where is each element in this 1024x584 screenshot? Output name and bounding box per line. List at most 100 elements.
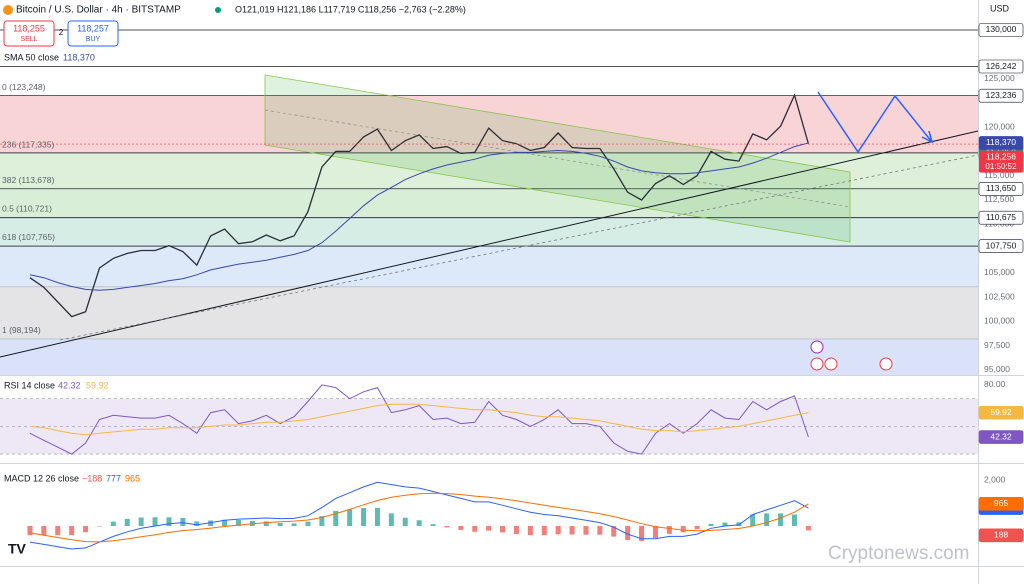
histogram-bar	[652, 526, 658, 538]
spread: 2	[59, 28, 64, 37]
series-line	[29, 403, 809, 436]
histogram-bar	[388, 513, 394, 527]
currency: USD	[990, 3, 1010, 13]
histogram-bar	[458, 526, 464, 530]
histogram-bar	[486, 526, 492, 531]
histogram-bar	[500, 526, 506, 533]
histogram-bar	[333, 510, 339, 527]
background: 0 (123,248)236 (117,335)382 (113,678)0.5…	[0, 29, 978, 455]
rsi-ma-legend-value: 59.92	[86, 380, 109, 390]
current-price-label: 118,256	[986, 151, 1016, 161]
symbol-icon	[3, 5, 13, 15]
sma-legend-value: 118,370	[63, 52, 95, 62]
histogram-bar	[513, 526, 519, 535]
histogram-bar	[319, 516, 325, 527]
y-tick-label: 105,000	[984, 267, 1015, 277]
histogram-bar	[180, 517, 186, 527]
histogram-bar	[152, 517, 158, 527]
histogram-bar	[83, 526, 89, 533]
y-tick-label: 97,500	[984, 340, 1010, 350]
histogram-bar	[778, 513, 784, 527]
event-icon[interactable]	[810, 340, 824, 354]
fib-zone	[0, 217, 978, 246]
price-line-box	[978, 88, 1024, 103]
projection-path	[817, 91, 933, 154]
projection-arrow	[921, 130, 934, 144]
series-line	[29, 481, 809, 550]
last-value-label: 42.32	[990, 431, 1012, 441]
histogram-bar	[764, 513, 770, 527]
fib-zone	[0, 286, 978, 339]
histogram-bar	[430, 524, 436, 527]
histogram-bar	[472, 526, 478, 532]
market-status	[215, 7, 221, 13]
price-line-box	[978, 182, 1024, 196]
buy-button[interactable]	[67, 20, 119, 47]
drawings	[0, 74, 979, 371]
trendline-dashed	[59, 154, 979, 341]
histogram-bar	[736, 522, 742, 527]
sell-button[interactable]	[3, 20, 55, 47]
y-tick-label: 115,000	[984, 170, 1014, 180]
histogram-bar	[597, 526, 603, 535]
histogram-bar	[680, 526, 686, 533]
countdown: 01:50:52	[985, 162, 1017, 171]
last-value-box	[978, 136, 1024, 150]
histogram-bar	[222, 519, 228, 527]
axes: 125,000120,000115,000112,500110,000105,0…	[978, 23, 1024, 543]
y-tick-label: 80.00	[984, 379, 1006, 389]
fib-label: 618 (107,765)	[2, 232, 55, 242]
histogram-bar	[124, 518, 130, 527]
histogram-bar	[708, 523, 714, 527]
last-value-box	[978, 430, 1024, 444]
histogram-bar	[277, 522, 283, 527]
histogram-bar	[444, 526, 450, 528]
last-value-label: 965	[994, 498, 1008, 508]
histogram-bar	[110, 521, 116, 527]
histogram-bar	[166, 517, 172, 527]
fib-label: 1 (98,194)	[2, 325, 41, 335]
price-line-box	[978, 59, 1024, 74]
y-tick-label: 2,000	[984, 474, 1006, 484]
histogram-bar	[55, 526, 61, 536]
sell-price: 118,255	[13, 23, 45, 33]
series-line	[29, 93, 810, 318]
histogram-bar	[291, 523, 297, 527]
fib-zone	[0, 95, 978, 154]
histogram-bar	[69, 526, 75, 536]
y-tick-label: 120,000	[984, 121, 1015, 131]
histogram-bar	[96, 526, 102, 527]
histogram-bar	[625, 526, 631, 541]
channel-midline	[264, 109, 851, 208]
histogram-bar	[694, 526, 700, 530]
signal-legend-value: 965	[125, 473, 140, 483]
event-icon[interactable]	[879, 357, 893, 371]
price-line-label: 130,000	[986, 24, 1017, 34]
histogram-bar	[666, 526, 672, 534]
fib-label: 382 (113,678)	[2, 175, 54, 185]
histogram-bar	[555, 526, 561, 535]
current-price-box	[979, 150, 1023, 173]
last-value-box	[978, 405, 1024, 420]
ohlc: O121,019 H121,186 L117,719 C118,256 −2,7…	[235, 4, 466, 14]
macd-legend: MACD 12 26 close	[4, 473, 79, 483]
sma-legend: SMA 50 close	[4, 52, 59, 62]
price-line-box	[978, 239, 1024, 253]
y-tick-label: 102,500	[984, 291, 1015, 301]
watermark: Cryptonews.com	[828, 543, 970, 564]
histogram-bar	[208, 520, 214, 527]
y-tick-label: 125,000	[984, 73, 1015, 83]
trendline	[0, 130, 979, 358]
event-icon[interactable]	[810, 357, 824, 371]
histogram-bar	[305, 521, 311, 527]
histogram-bar	[639, 526, 645, 541]
histogram-bar	[347, 509, 353, 527]
fib-label: 0.5 (110,721)	[2, 204, 52, 214]
histogram-bar	[361, 508, 367, 527]
histogram-bar	[722, 522, 728, 527]
price-line-label: 110,675	[986, 212, 1016, 222]
histogram-bar	[569, 526, 575, 535]
symbol[interactable]: Bitcoin / U.S. Dollar · 4h · BITSTAMP	[16, 5, 181, 16]
event-icon[interactable]	[824, 357, 838, 371]
